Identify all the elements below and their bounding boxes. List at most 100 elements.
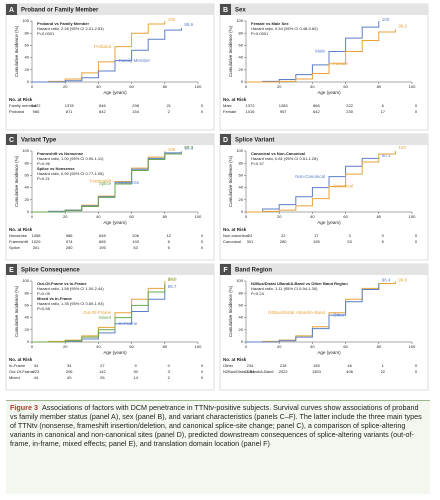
x-tick-label: 100 bbox=[195, 84, 202, 89]
at-risk-value: 195 bbox=[313, 239, 320, 244]
y-tick-label: 100 bbox=[22, 148, 29, 153]
x-tick-label: 100 bbox=[409, 214, 416, 219]
end-value-label: 100 bbox=[382, 17, 390, 22]
at-risk-value: 26 bbox=[100, 375, 105, 380]
at-risk-title: No. at Risk bbox=[9, 97, 33, 102]
annotation: P=0.05 bbox=[37, 291, 51, 296]
panel-frame bbox=[219, 3, 429, 131]
y-tick-label: 60 bbox=[239, 42, 244, 47]
at-risk-value: 206 bbox=[132, 233, 139, 238]
at-risk-value: 21 bbox=[167, 103, 172, 108]
panel-letter-box bbox=[6, 4, 17, 15]
y-tick-label: 0 bbox=[27, 79, 30, 84]
at-risk-value: 0 bbox=[201, 239, 204, 244]
annotation: Out-Of-Frame vs In-Frame bbox=[37, 281, 87, 286]
y-tick-label: 20 bbox=[25, 67, 30, 72]
at-risk-row-label: In-Frame bbox=[9, 363, 26, 368]
series-label: Mixed bbox=[99, 315, 112, 320]
y-tick-label: 80 bbox=[25, 30, 30, 35]
at-risk-value: 154 bbox=[132, 109, 139, 114]
at-risk-value: 6 bbox=[382, 103, 385, 108]
x-tick-label: 40 bbox=[310, 84, 315, 89]
at-risk-value: 0 bbox=[201, 369, 204, 374]
at-risk-value: 1016 bbox=[246, 109, 256, 114]
y-tick-label: 40 bbox=[25, 315, 30, 320]
y-tick-label: 0 bbox=[241, 339, 244, 344]
end-value-label: 99.6 bbox=[398, 277, 407, 282]
survival-curve bbox=[246, 151, 396, 213]
annotation: Hazard ratio, 0.90 (95% CI 0.77-1.06) bbox=[37, 171, 104, 176]
panel-letter: C bbox=[9, 137, 14, 144]
annotation: Hazard ratio, 1.00 (95% CI 0.90-1.11) bbox=[37, 156, 104, 161]
y-tick-label: 80 bbox=[25, 290, 30, 295]
y-axis-label: Cumulative Incidence (%) bbox=[14, 285, 19, 337]
panel-letter: D bbox=[223, 137, 228, 144]
at-risk-value: 0 bbox=[201, 363, 204, 368]
at-risk-value: 0 bbox=[415, 103, 418, 108]
annotation: Hazard ratio, 2.26 (95% CI 2.01-2.53) bbox=[37, 26, 104, 31]
y-tick-label: 40 bbox=[239, 185, 244, 190]
y-tick-label: 0 bbox=[241, 209, 244, 214]
annotation: P=0.21 bbox=[37, 176, 51, 181]
series-label: Nonsense bbox=[119, 180, 140, 185]
annotation: Proband vs Family Member bbox=[37, 21, 89, 26]
at-risk-value: 6 bbox=[168, 239, 171, 244]
at-risk-value: 406 bbox=[346, 369, 353, 374]
x-tick-label: 20 bbox=[63, 84, 68, 89]
y-tick-label: 60 bbox=[239, 172, 244, 177]
x-tick-label: 20 bbox=[63, 214, 68, 219]
series-label: Out-Of-Frame bbox=[83, 310, 111, 315]
annotation: N2Bus/Distal I-Band/A-Band vs Other Band… bbox=[251, 281, 348, 286]
x-axis-label: Age (years) bbox=[103, 220, 127, 225]
at-risk-value: 3 bbox=[168, 369, 171, 374]
at-risk-value: 193 bbox=[132, 239, 139, 244]
annotation: P<0.0001 bbox=[37, 31, 55, 36]
at-risk-row-label: Nonsense bbox=[9, 233, 28, 238]
at-risk-value: 642 bbox=[99, 109, 106, 114]
panel-title: Band Region bbox=[235, 268, 272, 274]
x-tick-label: 60 bbox=[129, 214, 134, 219]
at-risk-value: 0 bbox=[168, 363, 171, 368]
annotation: P<0.0001 bbox=[251, 31, 269, 36]
y-tick-label: 20 bbox=[239, 197, 244, 202]
at-risk-value: 986 bbox=[66, 233, 73, 238]
y-tick-label: 20 bbox=[239, 327, 244, 332]
x-tick-label: 0 bbox=[245, 214, 248, 219]
at-risk-row-label: Male bbox=[223, 103, 232, 108]
at-risk-value: 866 bbox=[313, 103, 320, 108]
x-tick-label: 80 bbox=[163, 344, 168, 349]
panel-letter-box bbox=[6, 264, 17, 275]
annotation: Mixed vs In-Frame bbox=[37, 296, 73, 301]
at-risk-value: 1353 bbox=[312, 369, 322, 374]
at-risk-value: 195 bbox=[99, 245, 106, 250]
at-risk-value: 280 bbox=[66, 245, 73, 250]
y-tick-label: 100 bbox=[236, 148, 243, 153]
panel-header bbox=[220, 4, 428, 15]
end-value-label: 100 bbox=[398, 145, 406, 150]
at-risk-value: 0 bbox=[201, 375, 204, 380]
panel-header bbox=[6, 4, 214, 15]
y-axis-label: Cumulative Incidence (%) bbox=[228, 155, 233, 207]
series-label: Canonical bbox=[333, 184, 353, 189]
at-risk-value: 22 bbox=[281, 233, 286, 238]
at-risk-value: 218 bbox=[280, 363, 287, 368]
y-tick-label: 40 bbox=[239, 315, 244, 320]
panel-letter: F bbox=[223, 267, 228, 274]
at-risk-value: 846 bbox=[99, 103, 106, 108]
at-risk-title: No. at Risk bbox=[223, 97, 247, 102]
x-tick-label: 0 bbox=[31, 214, 34, 219]
y-tick-label: 0 bbox=[27, 339, 30, 344]
at-risk-value: 5 bbox=[168, 245, 171, 250]
series-label: Splice bbox=[99, 181, 112, 186]
series-label: Family Member bbox=[119, 58, 151, 63]
x-tick-label: 40 bbox=[96, 84, 101, 89]
annotation: P=0.24 bbox=[251, 291, 265, 296]
at-risk-value: 46 bbox=[347, 363, 352, 368]
at-risk-value: 40 bbox=[67, 375, 72, 380]
y-tick-label: 80 bbox=[239, 30, 244, 35]
